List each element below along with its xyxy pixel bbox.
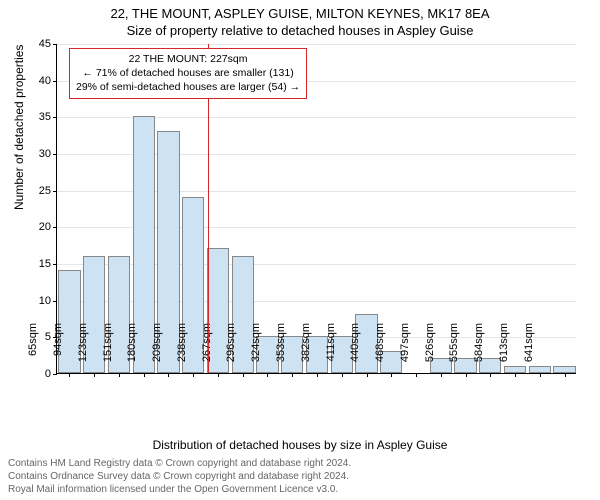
ytick-label: 15 xyxy=(39,258,57,270)
ytick-label: 10 xyxy=(39,295,57,307)
xtick-mark xyxy=(466,373,467,377)
xtick-mark xyxy=(168,373,169,377)
x-axis-label: Distribution of detached houses by size … xyxy=(0,438,600,452)
xtick-mark xyxy=(490,373,491,377)
footer-attribution: Contains HM Land Registry data © Crown c… xyxy=(8,457,351,496)
xtick-label: 526sqm xyxy=(420,323,436,373)
xtick-label: 209sqm xyxy=(147,323,163,373)
ytick-label: 25 xyxy=(39,185,57,197)
xtick-label: 180sqm xyxy=(122,323,138,373)
histogram-bar xyxy=(553,366,575,373)
xtick-label: 440sqm xyxy=(345,323,361,373)
xtick-mark xyxy=(317,373,318,377)
xtick-label: 353sqm xyxy=(271,323,287,373)
xtick-label: 641sqm xyxy=(519,323,535,373)
xtick-label: 296sqm xyxy=(221,323,237,373)
ytick-label: 40 xyxy=(39,75,57,87)
xtick-mark xyxy=(69,373,70,377)
annotation-box: 22 THE MOUNT: 227sqm← 71% of detached ho… xyxy=(69,48,307,99)
xtick-label: 584sqm xyxy=(469,323,485,373)
xtick-mark xyxy=(441,373,442,377)
xtick-mark xyxy=(119,373,120,377)
chart-subtitle: Size of property relative to detached ho… xyxy=(0,21,600,38)
xtick-mark xyxy=(416,373,417,377)
xtick-mark xyxy=(367,373,368,377)
footer-line: Contains HM Land Registry data © Crown c… xyxy=(8,457,351,470)
xtick-label: 324sqm xyxy=(246,323,262,373)
chart-plot-area: 05101520253035404565sqm94sqm123sqm151sqm… xyxy=(56,44,576,374)
xtick-mark xyxy=(565,373,566,377)
xtick-label: 94sqm xyxy=(48,323,64,373)
y-axis-label: Number of detached properties xyxy=(12,45,26,210)
xtick-label: 65sqm xyxy=(23,323,39,373)
gridline xyxy=(57,44,576,45)
annotation-line: 22 THE MOUNT: 227sqm xyxy=(76,52,300,66)
chart-title: 22, THE MOUNT, ASPLEY GUISE, MILTON KEYN… xyxy=(0,0,600,21)
xtick-label: 411sqm xyxy=(321,323,337,373)
xtick-mark xyxy=(218,373,219,377)
xtick-label: 151sqm xyxy=(98,323,114,373)
ytick-label: 20 xyxy=(39,221,57,233)
xtick-mark xyxy=(292,373,293,377)
ytick-label: 35 xyxy=(39,111,57,123)
xtick-mark xyxy=(540,373,541,377)
xtick-label: 555sqm xyxy=(444,323,460,373)
xtick-mark xyxy=(144,373,145,377)
xtick-label: 267sqm xyxy=(197,323,213,373)
xtick-mark xyxy=(243,373,244,377)
xtick-label: 468sqm xyxy=(370,323,386,373)
xtick-label: 382sqm xyxy=(296,323,312,373)
ytick-label: 45 xyxy=(39,38,57,50)
xtick-mark xyxy=(193,373,194,377)
xtick-mark xyxy=(515,373,516,377)
xtick-mark xyxy=(391,373,392,377)
xtick-mark xyxy=(94,373,95,377)
xtick-label: 613sqm xyxy=(494,323,510,373)
annotation-line: ← 71% of detached houses are smaller (13… xyxy=(76,66,300,80)
xtick-label: 123sqm xyxy=(73,323,89,373)
footer-line: Contains Ordnance Survey data © Crown co… xyxy=(8,470,351,483)
footer-line: Royal Mail information licensed under th… xyxy=(8,483,351,496)
annotation-line: 29% of semi-detached houses are larger (… xyxy=(76,80,300,94)
ytick-label: 30 xyxy=(39,148,57,160)
xtick-label: 238sqm xyxy=(172,323,188,373)
xtick-mark xyxy=(342,373,343,377)
xtick-label: 497sqm xyxy=(395,323,411,373)
xtick-mark xyxy=(267,373,268,377)
